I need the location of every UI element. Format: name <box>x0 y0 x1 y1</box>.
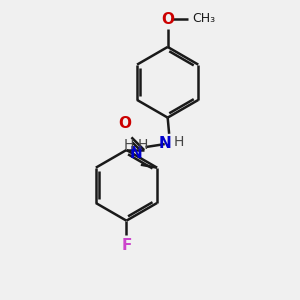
Text: H: H <box>138 138 148 152</box>
Text: H: H <box>123 138 134 152</box>
Text: CH₃: CH₃ <box>193 13 216 26</box>
Text: F: F <box>121 238 132 253</box>
Text: O: O <box>161 12 174 27</box>
Text: O: O <box>118 116 131 131</box>
Text: N: N <box>158 136 171 151</box>
Text: H: H <box>173 135 184 149</box>
Text: N: N <box>129 146 142 161</box>
